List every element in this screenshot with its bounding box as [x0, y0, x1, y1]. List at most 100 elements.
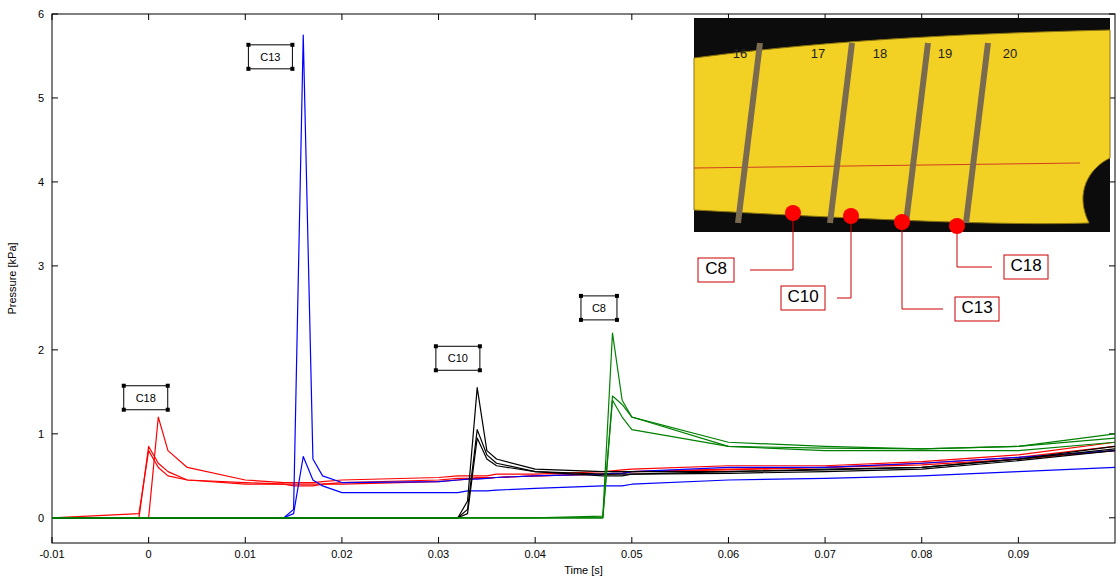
annotation-text: C8 [705, 259, 727, 278]
x-tick-top [245, 14, 246, 20]
series-line [52, 400, 1115, 518]
y-tick-label: 6 [38, 8, 44, 20]
annotation-handle [166, 408, 170, 412]
x-tick-label: 0.07 [814, 548, 835, 560]
x-tick [921, 537, 922, 543]
frame-number: 17 [811, 46, 825, 61]
x-tick-label: 0 [146, 548, 152, 560]
x-tick-label: 0.09 [1008, 548, 1029, 560]
annotation-handle [290, 43, 294, 47]
annotation-handle [246, 67, 250, 71]
annotation-box [698, 258, 734, 282]
x-tick-top [341, 14, 342, 20]
annotation-handle [579, 294, 583, 298]
x-tick-label: 0.01 [235, 548, 256, 560]
y-tick [52, 97, 58, 98]
annotation-box [955, 297, 999, 321]
hull [694, 30, 1110, 224]
x-tick [631, 537, 632, 543]
series-line [52, 430, 1115, 518]
y-axis-title: Pressure [kPa] [6, 242, 18, 314]
annotation-text: C10 [448, 352, 468, 364]
y-tick-label: 4 [38, 176, 44, 188]
series-line [52, 388, 1115, 518]
annotation-text: C10 [787, 287, 818, 306]
sensor-dot [949, 218, 965, 234]
x-tick-label: 0.08 [911, 548, 932, 560]
annotation-box [124, 386, 168, 410]
annotation-handle [122, 384, 126, 388]
x-tick-label: 0.02 [331, 548, 352, 560]
annotation-text: C18 [1010, 256, 1041, 275]
x-tick-label: 0.03 [428, 548, 449, 560]
y-tick-label: 5 [38, 92, 44, 104]
x-tick [245, 537, 246, 543]
x-tick-top [535, 14, 536, 20]
annotation-handle [166, 384, 170, 388]
annotation-handle [434, 368, 438, 372]
series-line [52, 438, 1115, 518]
annotation-text: C13 [961, 298, 992, 317]
y-tick-right [1109, 265, 1115, 266]
annotation: C13 [246, 43, 294, 71]
annotation-text: C13 [260, 51, 280, 63]
annotation-handle [615, 294, 619, 298]
y-tick [52, 433, 58, 434]
y-tick-right [1109, 349, 1115, 350]
annotation-box [1004, 255, 1048, 279]
strip [906, 43, 928, 223]
annotation: C8 [698, 258, 734, 282]
sensor-dot [843, 208, 859, 224]
x-tick-top [631, 14, 632, 20]
sensor-dot [785, 205, 801, 221]
annotation: C8 [579, 294, 619, 322]
x-tick-label: 0.06 [718, 548, 739, 560]
x-tick-label: -0.01 [39, 548, 64, 560]
annotation-box [436, 346, 480, 370]
annotation-box [248, 45, 292, 69]
y-tick-right [1109, 14, 1115, 15]
annotation-handle [579, 318, 583, 322]
y-tick [52, 14, 58, 15]
leader-line [837, 216, 851, 298]
x-tick [52, 537, 53, 543]
annotation-text: C18 [136, 392, 156, 404]
x-tick [825, 537, 826, 543]
x-tick-top [52, 14, 53, 20]
x-tick [1018, 537, 1019, 543]
x-tick [341, 537, 342, 543]
leader-line [902, 222, 943, 309]
annotation-box [581, 296, 617, 320]
x-tick-label: 0.04 [524, 548, 545, 560]
x-tick [438, 537, 439, 543]
y-tick [52, 349, 58, 350]
annotation: C10 [434, 344, 482, 372]
x-tick-top [148, 14, 149, 20]
y-tick-right [1109, 517, 1115, 518]
annotation-handle [434, 344, 438, 348]
leader-line [750, 213, 793, 270]
series-line [52, 396, 1115, 518]
annotation-handle [290, 67, 294, 71]
annotation-handle [122, 408, 126, 412]
frame-number: 16 [733, 46, 747, 61]
annotation: C10 [781, 286, 825, 310]
x-tick [728, 537, 729, 543]
series-line [52, 417, 1115, 518]
annotation-handle [246, 43, 250, 47]
strip [966, 43, 988, 223]
x-axis-title: Time [s] [564, 564, 603, 576]
series-line [52, 446, 1115, 517]
inset-photo: 1617181920 [694, 18, 1110, 232]
y-tick-label: 3 [38, 260, 44, 272]
strip [830, 43, 852, 223]
annotation: C18 [122, 384, 170, 412]
frame-number: 20 [1003, 46, 1017, 61]
annotation: C13 [955, 297, 999, 321]
waterline [694, 163, 1080, 168]
y-tick [52, 181, 58, 182]
x-tick-top [438, 14, 439, 20]
frame-number: 18 [873, 46, 887, 61]
annotation-handle [478, 368, 482, 372]
leader-line [957, 226, 992, 267]
